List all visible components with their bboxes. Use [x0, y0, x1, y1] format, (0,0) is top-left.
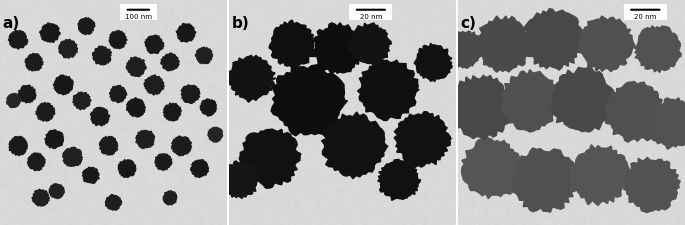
- Polygon shape: [145, 36, 164, 54]
- Text: b): b): [232, 16, 249, 31]
- Polygon shape: [105, 195, 122, 210]
- Polygon shape: [45, 130, 64, 149]
- Polygon shape: [8, 31, 27, 50]
- Polygon shape: [271, 65, 347, 136]
- Polygon shape: [208, 128, 223, 143]
- Polygon shape: [127, 98, 145, 117]
- Polygon shape: [569, 145, 630, 206]
- Polygon shape: [73, 92, 91, 110]
- Polygon shape: [522, 10, 584, 71]
- Polygon shape: [62, 148, 83, 166]
- Polygon shape: [110, 86, 127, 103]
- Polygon shape: [163, 104, 181, 122]
- Polygon shape: [49, 184, 64, 199]
- Polygon shape: [163, 191, 177, 205]
- Polygon shape: [92, 47, 111, 66]
- Polygon shape: [78, 18, 95, 35]
- Text: c): c): [460, 16, 476, 31]
- Polygon shape: [358, 60, 419, 121]
- Polygon shape: [182, 85, 200, 104]
- Text: 100 nm: 100 nm: [125, 14, 152, 20]
- Polygon shape: [136, 131, 155, 149]
- Polygon shape: [155, 154, 172, 171]
- Polygon shape: [195, 48, 213, 65]
- Polygon shape: [90, 108, 110, 126]
- Text: 20 nm: 20 nm: [360, 14, 382, 20]
- FancyBboxPatch shape: [624, 4, 667, 21]
- Polygon shape: [82, 167, 99, 184]
- Polygon shape: [605, 82, 666, 143]
- Polygon shape: [18, 86, 36, 104]
- Polygon shape: [176, 24, 196, 43]
- Polygon shape: [501, 70, 562, 132]
- Polygon shape: [414, 44, 452, 82]
- Polygon shape: [99, 137, 118, 155]
- Polygon shape: [36, 103, 55, 122]
- Polygon shape: [25, 54, 43, 72]
- Polygon shape: [7, 94, 21, 108]
- Polygon shape: [312, 24, 365, 75]
- Polygon shape: [622, 158, 680, 213]
- Polygon shape: [447, 76, 514, 140]
- FancyBboxPatch shape: [349, 4, 393, 21]
- Polygon shape: [40, 24, 60, 43]
- Polygon shape: [59, 40, 77, 59]
- Polygon shape: [577, 17, 635, 72]
- Polygon shape: [109, 31, 127, 50]
- Polygon shape: [9, 137, 28, 156]
- Polygon shape: [269, 21, 316, 68]
- Polygon shape: [144, 75, 164, 96]
- Polygon shape: [321, 112, 388, 179]
- Polygon shape: [200, 100, 216, 117]
- Polygon shape: [512, 148, 578, 212]
- Polygon shape: [239, 130, 301, 188]
- Polygon shape: [221, 161, 260, 198]
- Polygon shape: [119, 160, 136, 178]
- Polygon shape: [462, 138, 523, 199]
- Polygon shape: [551, 68, 616, 133]
- FancyBboxPatch shape: [120, 4, 156, 21]
- Polygon shape: [475, 17, 532, 73]
- Polygon shape: [634, 27, 682, 73]
- Polygon shape: [649, 98, 685, 150]
- Polygon shape: [377, 160, 421, 200]
- Polygon shape: [348, 24, 391, 66]
- Polygon shape: [161, 54, 179, 72]
- Text: a): a): [2, 16, 19, 31]
- Polygon shape: [32, 189, 49, 206]
- Polygon shape: [228, 56, 276, 103]
- Polygon shape: [27, 153, 45, 171]
- Polygon shape: [172, 137, 192, 156]
- Polygon shape: [446, 32, 484, 69]
- Polygon shape: [126, 58, 146, 77]
- Polygon shape: [190, 160, 209, 178]
- Text: 20 nm: 20 nm: [634, 14, 656, 20]
- Polygon shape: [53, 76, 73, 95]
- Polygon shape: [394, 112, 451, 168]
